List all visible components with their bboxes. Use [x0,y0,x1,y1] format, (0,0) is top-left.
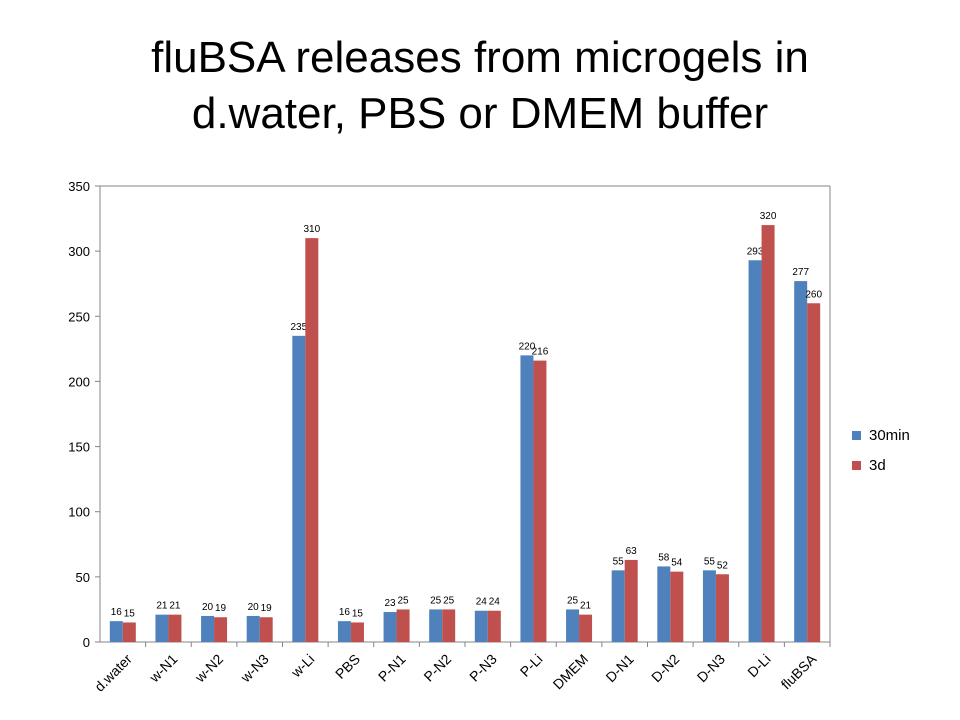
data-label-30min-PBS: 16 [339,607,351,618]
bar-30min-P-N3 [474,610,488,642]
data-label-30min-P-N2: 25 [430,595,442,606]
data-label-30min-D-N1: 55 [613,556,625,567]
bar-30min-D-N3 [702,570,716,642]
x-tick-label: P-N2 [420,651,454,685]
bar-30min-w-Li [292,335,306,642]
data-label-3d-w-N3: 19 [261,603,273,614]
x-tick-label: PBS [332,651,363,682]
bar-30min-P-N1 [383,612,397,642]
y-tick-label: 0 [83,635,90,650]
data-label-30min-fluBSA: 277 [792,267,809,278]
legend-item-30min: 30min [852,420,910,450]
bar-30min-w-N2 [201,615,215,642]
data-label-30min-P-Li: 220 [519,341,536,352]
data-label-30min-DMEM: 25 [567,595,579,606]
data-label-3d-D-N3: 52 [717,560,729,571]
bar-3d-w-N1 [168,614,182,642]
bar-3d-D-N3 [715,574,729,642]
data-label-3d-P-N1: 25 [398,595,410,606]
bar-30min-D-Li [748,260,762,642]
data-label-30min-w-N2: 20 [202,602,214,613]
bar-3d-w-N3 [259,617,273,642]
bar-30min-P-N2 [429,609,443,642]
data-label-30min-w-N3: 20 [248,602,260,613]
x-tick-label: D-Li [744,651,773,680]
bar-30min-P-Li [520,355,534,642]
x-tick-label: D-N1 [602,651,637,686]
legend-label-3d: 3d [869,456,886,474]
legend-swatch-30min [852,430,861,440]
bar-3d-DMEM [579,614,593,642]
bar-30min-D-N2 [657,566,671,642]
data-label-30min-w-Li: 235 [290,322,307,333]
bar-3d-P-Li [533,360,547,642]
bar-3d-P-N2 [442,609,456,642]
x-tick-label: P-N1 [375,651,409,685]
bar-30min-PBS [337,621,351,642]
data-label-30min-P-N1: 23 [385,598,397,609]
legend-label-30min: 30min [869,426,910,444]
bar-3d-w-Li [305,238,319,642]
legend-item-3d: 3d [852,450,910,480]
data-label-3d-w-N2: 19 [215,603,227,614]
bar-30min-d.water [109,621,123,642]
y-tick-label: 100 [68,505,90,520]
data-label-3d-P-N2: 25 [443,595,455,606]
data-label-3d-P-Li: 216 [532,347,549,358]
y-tick-label: 200 [68,374,90,389]
data-label-3d-D-N1: 63 [626,546,638,557]
bar-3d-d.water [122,622,136,642]
chart-title-line-2: d.water, PBS or DMEM buffer [191,89,769,138]
x-tick-label: DMEM [550,651,592,693]
data-label-30min-d.water: 16 [111,607,123,618]
x-tick-label: w-N2 [191,651,226,686]
y-tick-label: 350 [68,179,90,194]
y-tick-label: 50 [76,570,90,585]
chart-title: fluBSA releases from microgels in d.wate… [0,30,960,142]
bar-3d-fluBSA [807,303,821,642]
data-label-3d-DMEM: 21 [580,601,592,612]
bar-30min-D-N1 [611,570,625,642]
data-label-3d-fluBSA: 260 [805,289,822,300]
bar-3d-D-N1 [624,559,638,642]
bar-3d-D-Li [761,225,775,643]
y-tick-label: 150 [68,440,90,455]
bar-3d-D-N2 [670,571,684,642]
x-tick-label: D-N3 [694,651,729,686]
bar-30min-DMEM [566,609,580,642]
data-label-30min-D-Li: 293 [747,246,764,257]
data-label-3d-P-N3: 24 [489,597,501,608]
data-label-3d-w-Li: 310 [303,224,320,235]
legend-swatch-3d [852,460,861,470]
bar-3d-PBS [350,622,364,642]
x-tick-label: P-Li [517,651,546,680]
x-tick-label: P-N3 [466,651,500,685]
data-label-30min-D-N2: 58 [658,552,670,563]
data-label-30min-w-N1: 21 [156,601,168,612]
data-label-3d-PBS: 15 [352,608,364,619]
x-tick-label: w-N1 [145,651,180,686]
y-tick-label: 300 [68,244,90,259]
y-tick-label: 250 [68,309,90,324]
x-tick-label: d.water [91,651,135,695]
bar-30min-w-N1 [155,614,169,642]
bar-3d-P-N1 [396,609,410,642]
x-tick-label: D-N2 [648,651,683,686]
x-tick-label: fluBSA [778,650,820,692]
data-label-3d-w-N1: 21 [169,601,181,612]
bar-3d-P-N3 [487,610,501,642]
data-label-30min-P-N3: 24 [476,597,488,608]
data-label-3d-D-Li: 320 [760,211,777,222]
legend: 30min 3d [852,420,910,480]
data-label-3d-D-N2: 54 [671,558,683,569]
bar-3d-w-N2 [214,617,228,642]
chart-title-line-1: fluBSA releases from microgels in [151,33,809,82]
data-label-30min-D-N3: 55 [704,556,716,567]
bar-30min-fluBSA [794,281,808,642]
x-tick-label: w-N3 [237,651,272,686]
bar-30min-w-N3 [246,615,260,642]
data-label-3d-d.water: 15 [124,608,136,619]
x-tick-label: w-Li [287,651,317,681]
